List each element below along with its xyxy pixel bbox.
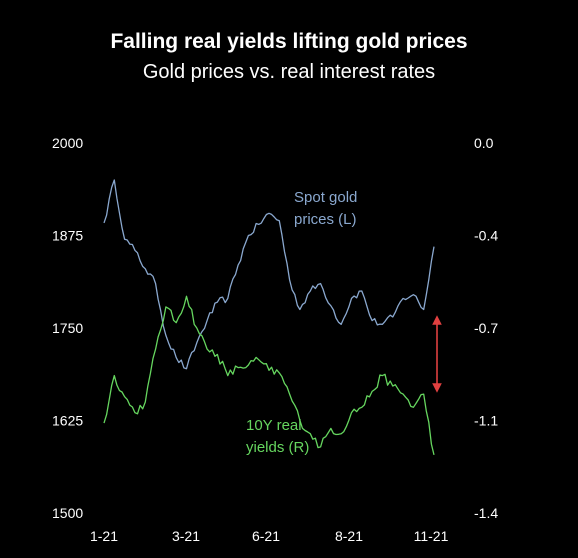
right-tick-label: -0.7 — [474, 320, 498, 336]
left-tick-label: 1875 — [52, 228, 83, 244]
annotation-layer: Spot gold prices (L) 10Y real yields (R) — [246, 189, 442, 456]
x-tick-label: 1-21 — [90, 528, 118, 544]
left-tick-label: 1750 — [52, 320, 83, 336]
yields-series-label: yields (R) — [246, 439, 309, 456]
yields-series-label: 10Y real — [246, 417, 302, 434]
left-axis-ticks: 2000 1875 1750 1625 1500 — [52, 135, 83, 521]
series-line-real-yields — [103, 295, 435, 456]
series-line-gold — [103, 179, 435, 370]
series-layer — [103, 179, 435, 456]
gold-series-label: Spot gold — [294, 189, 357, 206]
left-tick-label: 1625 — [52, 413, 83, 429]
right-tick-label: -0.4 — [474, 228, 498, 244]
right-tick-label: 0.0 — [474, 135, 494, 151]
x-tick-label: 8-21 — [335, 528, 363, 544]
x-tick-label: 6-21 — [252, 528, 280, 544]
left-tick-label: 2000 — [52, 135, 83, 151]
left-tick-label: 1500 — [52, 505, 83, 521]
x-tick-label: 11-21 — [414, 528, 449, 544]
right-axis-ticks: 0.0 -0.4 -0.7 -1.1 -1.4 — [474, 135, 498, 521]
right-tick-label: -1.1 — [474, 413, 498, 429]
chart-title: Falling real yields lifting gold prices — [110, 30, 468, 53]
gold-series-label: prices (L) — [294, 211, 357, 228]
right-tick-label: -1.4 — [474, 505, 498, 521]
x-axis-ticks: 1-21 3-21 6-21 8-21 11-21 — [90, 528, 449, 544]
chart-subtitle: Gold prices vs. real interest rates — [142, 61, 436, 83]
x-tick-label: 3-21 — [172, 528, 200, 544]
